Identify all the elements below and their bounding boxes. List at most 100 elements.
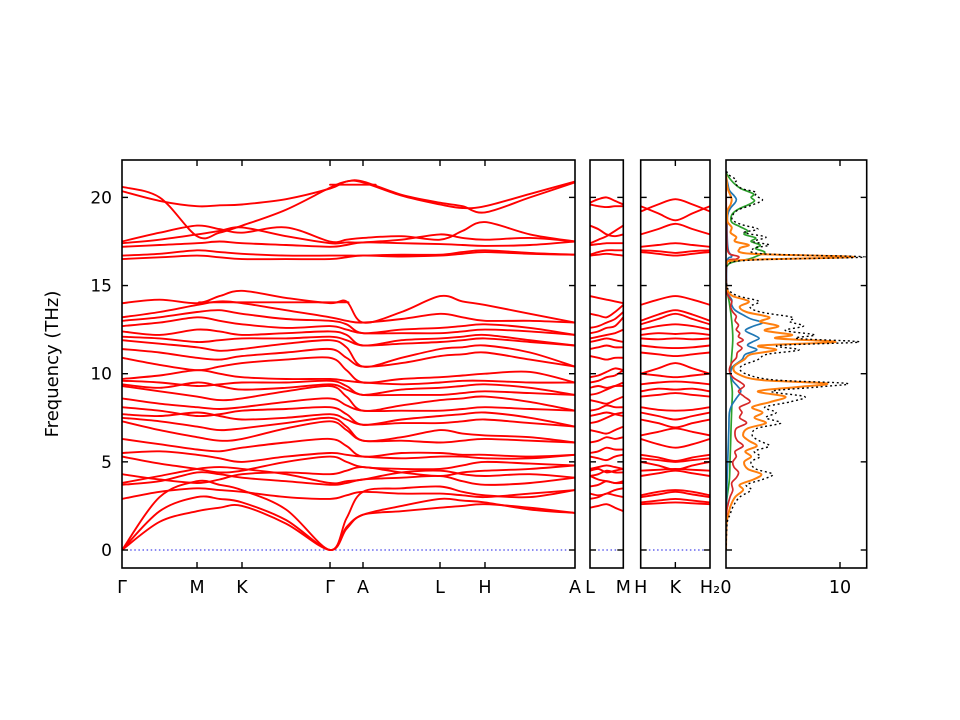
- phonon-band: [590, 224, 624, 238]
- phonon-band: [590, 411, 624, 425]
- phonon-band: [122, 381, 575, 397]
- phonon-bands: [590, 196, 624, 513]
- kpoint-label: Γ: [325, 578, 335, 598]
- phonon-band: [122, 221, 575, 244]
- phonon-band: [122, 309, 575, 336]
- phonon-band: [122, 411, 575, 428]
- phonon-band: [122, 240, 575, 248]
- kpoint-label: H: [478, 578, 491, 598]
- phonon-band: [122, 356, 575, 384]
- phonon-band: [640, 344, 711, 350]
- phonon-band: [640, 380, 711, 386]
- phonon-band: [590, 464, 624, 470]
- kpoint-label: A: [357, 578, 369, 598]
- kpoint-label: L: [585, 578, 595, 598]
- phonon-band: [640, 501, 711, 506]
- phonon-band: [640, 337, 711, 341]
- phonon-band: [640, 222, 711, 236]
- phonon-band: [122, 335, 575, 347]
- phonon-band: [122, 420, 575, 444]
- phonon-band: [590, 425, 624, 435]
- phonon-band: [122, 455, 575, 474]
- panel-frame: [121, 159, 576, 569]
- total-dos-curve: [726, 168, 866, 551]
- kpoint-label: M: [616, 578, 631, 598]
- phonon-band: [122, 466, 575, 485]
- phonon-band: [640, 469, 711, 477]
- phonon-band: [590, 467, 624, 474]
- kpoint-label: H₂: [700, 578, 720, 598]
- phonon-band: [590, 337, 624, 343]
- phonon-band: [640, 453, 711, 462]
- y-tick-label: 0: [101, 541, 112, 561]
- y-tick-label: 10: [90, 365, 112, 385]
- kpoint-label: L: [435, 578, 445, 598]
- y-tick-label: 20: [90, 188, 112, 208]
- phonon-band: [640, 332, 711, 336]
- phonon-band: [122, 249, 575, 257]
- phonon-band: [122, 300, 575, 324]
- kpoint-label: A: [569, 578, 581, 598]
- phonon-band: [590, 196, 624, 206]
- phonon-band: [640, 427, 711, 437]
- phonon-band: [590, 344, 624, 350]
- phonon-band: [640, 372, 711, 379]
- phonon-band: [122, 397, 575, 413]
- phonon-band: [640, 249, 711, 254]
- phonon-band: [122, 495, 575, 551]
- phonon-band: [122, 406, 575, 428]
- phonon-band: [122, 450, 575, 463]
- phonon-band: [590, 404, 624, 412]
- phonon-band: [590, 503, 624, 513]
- phonon-bands: [640, 198, 711, 506]
- phonon-band: [590, 242, 624, 246]
- phonon-band: [590, 303, 624, 319]
- y-tick-label: 15: [90, 277, 112, 297]
- phonon-band: [590, 311, 624, 329]
- phonon-band: [640, 406, 711, 412]
- phonon-band: [640, 387, 711, 393]
- panel-frame: [589, 159, 625, 569]
- phonon-band: [640, 490, 711, 499]
- phonon-band: [122, 379, 575, 396]
- phonon-band: [640, 418, 711, 429]
- phonon-band: [590, 316, 624, 335]
- y-tick-label: 5: [101, 453, 112, 473]
- kpoint-label: K: [236, 578, 248, 598]
- phonon-band: [590, 453, 624, 462]
- phonon-band: [590, 224, 624, 245]
- phonon-band: [640, 362, 711, 375]
- phonon-band: [122, 487, 575, 500]
- phonon-band: [590, 249, 624, 256]
- dos-x-tick-label: 0: [720, 578, 731, 598]
- phonon-band: [122, 179, 575, 240]
- phonon-band: [590, 475, 624, 485]
- phonon-band: [122, 464, 575, 484]
- phonon-band: [640, 489, 711, 497]
- phonon-band: [590, 395, 624, 405]
- phonon-band: [122, 347, 575, 368]
- phonon-band: [640, 411, 711, 421]
- phonon-band: [640, 309, 711, 322]
- kpoint-label: M: [189, 578, 204, 598]
- pdos-orange-curve: [726, 174, 855, 551]
- phonon-band: [122, 479, 575, 551]
- phonon-band: [590, 436, 624, 444]
- pdos-red-curve: [726, 179, 751, 551]
- phonon-band: [640, 198, 711, 213]
- phonon-band: [122, 471, 575, 486]
- phonon-band: [122, 416, 575, 444]
- y-axis: 0 5 10 15 20 Frequency (THz): [42, 188, 112, 561]
- phonon-band: [640, 312, 711, 326]
- phonon-band: [590, 446, 624, 454]
- phonon-band: [640, 295, 711, 306]
- kpoint-label: Γ: [117, 578, 127, 598]
- y-axis-label: Frequency (THz): [42, 291, 63, 438]
- phonon-band: [122, 328, 575, 347]
- dos-x-tick-label: 10: [829, 578, 851, 598]
- phonon-band: [590, 367, 624, 379]
- phonon-band: [122, 316, 575, 336]
- phonon-band: [590, 328, 624, 340]
